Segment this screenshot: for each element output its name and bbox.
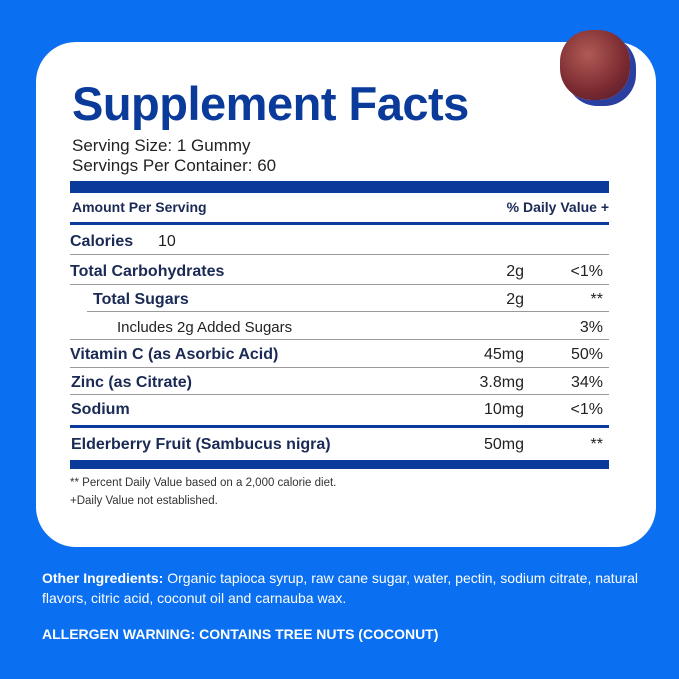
- row-name: Vitamin C (as Asorbic Acid): [70, 346, 279, 363]
- row-dv: 3%: [579, 319, 603, 336]
- calories-label: Calories: [70, 233, 134, 250]
- medium-divider: [70, 425, 609, 428]
- row-dv: <1%: [570, 263, 603, 280]
- serving-size: Serving Size: 1 Gummy: [72, 136, 251, 155]
- divider: [70, 394, 609, 395]
- allergen-warning: ALLERGEN WARNING: CONTAINS TREE NUTS (CO…: [42, 626, 439, 642]
- calories-value: 10: [158, 233, 176, 250]
- amount-header: Amount Per Serving: [72, 199, 207, 215]
- row-dv: **: [590, 291, 603, 308]
- row-name: Total Carbohydrates: [70, 263, 225, 280]
- gummy-image: [560, 30, 630, 100]
- divider: [70, 284, 609, 285]
- footnote-not-established: +Daily Value not established.: [70, 495, 218, 507]
- row-name: Zinc (as Citrate): [71, 374, 192, 391]
- medium-divider: [70, 222, 609, 225]
- row-name: Total Sugars: [93, 291, 189, 308]
- row-dv: 50%: [570, 346, 603, 363]
- dv-header: % Daily Value +: [506, 199, 609, 215]
- row-dv: <1%: [570, 401, 603, 418]
- other-ingredients: Other Ingredients: Organic tapioca syrup…: [42, 568, 642, 608]
- row-dv: 34%: [570, 374, 603, 391]
- page-title: Supplement Facts: [72, 77, 469, 130]
- divider: [70, 254, 609, 255]
- row-name: Sodium: [71, 401, 130, 418]
- row-dv: **: [590, 436, 603, 453]
- row-amount: 45mg: [483, 346, 524, 363]
- row-amount: 2g: [506, 263, 524, 280]
- row-amount: 3.8mg: [479, 374, 524, 391]
- servings-per-container: Servings Per Container: 60: [72, 156, 277, 175]
- row-name: Includes 2g Added Sugars: [117, 319, 293, 336]
- other-ingredients-text: Organic tapioca syrup, raw cane sugar, w…: [42, 570, 639, 606]
- divider: [87, 311, 609, 312]
- thick-divider: [70, 460, 609, 469]
- divider: [70, 367, 609, 368]
- divider: [70, 339, 609, 340]
- other-ingredients-label: Other Ingredients:: [42, 570, 164, 586]
- footnote-dv: ** Percent Daily Value based on a 2,000 …: [70, 477, 337, 489]
- thick-divider: [70, 181, 609, 193]
- row-amount: 50mg: [483, 436, 524, 453]
- row-amount: 2g: [506, 291, 524, 308]
- row-amount: 10mg: [483, 401, 524, 418]
- row-name: Elderberry Fruit (Sambucus nigra): [71, 436, 331, 453]
